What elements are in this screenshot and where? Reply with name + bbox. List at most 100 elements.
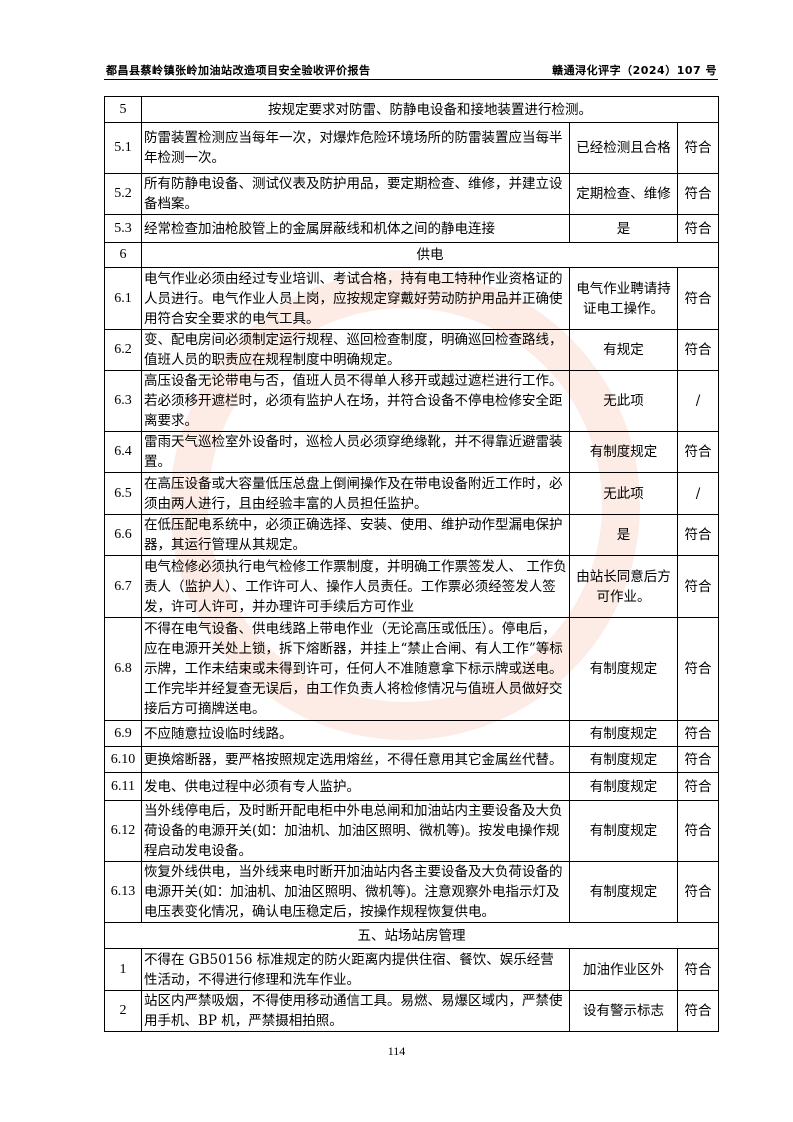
conclusion: 符合 bbox=[676, 555, 720, 618]
check-result: 是 bbox=[569, 514, 678, 556]
check-result: 有制度规定 bbox=[569, 720, 678, 747]
table-row: 6.13 恢复外线供电，当外线来电时断开加油站内各主要设备及大负荷设备的电源开关(… bbox=[104, 861, 720, 923]
requirement-text: 在低压配电系统中，必须正确选择、安装、使用、维护动作型漏电保护器，其运行管理从其… bbox=[141, 514, 570, 556]
check-result: 加油作业区外 bbox=[569, 948, 678, 991]
inspection-table: 5 按规定要求对防雷、防静电设备和接地装置进行检测。 5.1 防雷装置检测应当每年一次… bbox=[103, 96, 720, 1032]
check-result: 由站长同意后方可作业。 bbox=[569, 555, 678, 618]
item-number: 1 bbox=[104, 948, 142, 991]
requirement-text: 所有防静电设备、测试仪表及防护用品，要定期检查、维修，并建立设备档案。 bbox=[141, 173, 570, 215]
check-result: 无此项 bbox=[569, 370, 678, 432]
item-number: 5.1 bbox=[104, 122, 142, 174]
check-result: 无此项 bbox=[569, 472, 678, 515]
conclusion: 符合 bbox=[676, 514, 720, 556]
conclusion: 符合 bbox=[676, 861, 720, 923]
requirement-text: 恢复外线供电，当外线来电时断开加油站内各主要设备及大负荷设备的电源开关(如：加油… bbox=[141, 861, 570, 923]
check-result: 有制度规定 bbox=[569, 800, 678, 862]
table-row: 1 不得在 GB50156 标准规定的防火距离内提供住宿、餐饮、娱乐经营性活动，不… bbox=[104, 948, 720, 991]
item-number: 6.9 bbox=[104, 720, 142, 747]
table-row: 6.5 在高压设备或大容量低压总盘上倒闸操作及在带电设备附近工作时，必须由两人进行… bbox=[104, 472, 720, 515]
check-result: 有制度规定 bbox=[569, 772, 678, 801]
check-result: 有制度规定 bbox=[569, 861, 678, 923]
table-row: 6.9 不应随意拉设临时线路。 有制度规定 符合 bbox=[104, 720, 720, 747]
conclusion: 符合 bbox=[676, 431, 720, 473]
table-row: 6.1 电气作业必须由经过专业培训、考试合格，持有电工特种作业资格证的人员进行。电… bbox=[104, 267, 720, 330]
table-row: 6.10 更换熔断器，要严格按照规定选用熔丝，不得任意用其它金属丝代替。 有制度规定… bbox=[104, 746, 720, 773]
table-row: 6.7 电气检修必须执行电气检修工作票制度，并明确工作票签发人、 工作负责人（监护… bbox=[104, 555, 720, 618]
table-row: 2 站区内严禁吸烟，不得使用移动通信工具。易燃、易爆区域内，严禁使用手机、BP 机… bbox=[104, 990, 720, 1032]
conclusion: 符合 bbox=[676, 329, 720, 371]
conclusion: / bbox=[676, 472, 720, 515]
header-report-number: 赣通浔化评字（2024）107 号 bbox=[552, 64, 717, 77]
table-row: 5.1 防雷装置检测应当每年一次，对爆炸危险环境场所的防雷装置应当每半年检测一次。… bbox=[104, 122, 720, 174]
item-number: 6.13 bbox=[104, 861, 142, 923]
chapter-title: 五、站场站房管理 bbox=[103, 922, 720, 949]
item-number: 6.6 bbox=[104, 514, 142, 556]
requirement-text: 不得在 GB50156 标准规定的防火距离内提供住宿、餐饮、娱乐经营性活动，不得… bbox=[141, 948, 570, 991]
table-row: 5.2 所有防静电设备、测试仪表及防护用品，要定期检查、维修，并建立设备档案。 定期… bbox=[104, 173, 720, 215]
table-row: 6.4 雷雨天气巡检室外设备时，巡检人员必须穿绝缘靴，并不得靠近避雷装置。 有制度规… bbox=[104, 431, 720, 473]
header-divider bbox=[104, 79, 718, 80]
conclusion: 符合 bbox=[676, 122, 720, 174]
item-number: 5.2 bbox=[104, 173, 142, 215]
requirement-text: 电气检修必须执行电气检修工作票制度，并明确工作票签发人、 工作负责人（监护人）、… bbox=[141, 555, 570, 618]
item-number: 6.1 bbox=[104, 267, 142, 330]
item-number: 6.11 bbox=[104, 772, 142, 801]
requirement-text: 防雷装置检测应当每年一次，对爆炸危险环境场所的防雷装置应当每半年检测一次。 bbox=[141, 122, 570, 174]
conclusion: 符合 bbox=[676, 617, 720, 721]
check-result: 已经检测且合格 bbox=[569, 122, 678, 174]
conclusion: 符合 bbox=[676, 746, 720, 773]
table-row: 6.6 在低压配电系统中，必须正确选择、安装、使用、维护动作型漏电保护器，其运行管… bbox=[104, 514, 720, 556]
requirement-text: 不得在电气设备、供电线路上带电作业（无论高压或低压）。停电后，应在电源开关处上锁… bbox=[141, 617, 570, 721]
check-result: 有规定 bbox=[569, 329, 678, 371]
table-row: 5.3 经常检查加油枪胶管上的金属屏蔽线和机体之间的静电连接是符合 bbox=[104, 214, 720, 243]
table-row: 6.8 不得在电气设备、供电线路上带电作业（无论高压或低压）。停电后，应在电源开关… bbox=[104, 617, 720, 721]
item-number: 6.8 bbox=[104, 617, 142, 721]
item-number: 6.10 bbox=[104, 746, 142, 773]
requirement-text: 更换熔断器，要严格按照规定选用熔丝，不得任意用其它金属丝代替。 bbox=[141, 746, 570, 773]
table-row: 6.3 高压设备无论带电与否，值班人员不得单人移开或越过遮栏进行工作。若必须移开遮… bbox=[104, 370, 720, 432]
item-number: 6 bbox=[104, 242, 142, 268]
section-row: 6 供电 bbox=[104, 242, 720, 268]
conclusion: 符合 bbox=[676, 173, 720, 215]
requirement-text: 站区内严禁吸烟，不得使用移动通信工具。易燃、易爆区域内，严禁使用手机、BP 机，… bbox=[141, 990, 570, 1032]
item-number: 5 bbox=[104, 96, 142, 123]
header-title: 都昌县蔡岭镇张岭加油站改造项目安全验收评价报告 bbox=[106, 64, 371, 77]
section-row: 5 按规定要求对防雷、防静电设备和接地装置进行检测。 bbox=[104, 96, 720, 123]
requirement-text: 当外线停电后，及时断开配电柜中外电总闸和加油站内主要设备及大负荷设备的电源开关(… bbox=[141, 800, 570, 862]
table-row: 6.11 发电、供电过程中必须有专人监护。 有制度规定 符合 bbox=[104, 772, 720, 801]
conclusion: 符合 bbox=[676, 948, 720, 991]
section-row: 五、站场站房管理 bbox=[103, 922, 720, 949]
item-number: 5.3 bbox=[104, 214, 142, 243]
conclusion: 符合 bbox=[676, 800, 720, 862]
conclusion: 符合 bbox=[676, 720, 720, 747]
item-number: 6.3 bbox=[104, 370, 142, 432]
check-result: 设有警示标志 bbox=[569, 990, 678, 1032]
section-title: 按规定要求对防雷、防静电设备和接地装置进行检测。 bbox=[140, 96, 720, 123]
check-result: 电气作业聘请持证电工操作。 bbox=[569, 267, 678, 330]
requirement-text: 发电、供电过程中必须有专人监护。 bbox=[141, 772, 570, 801]
conclusion: 符合 bbox=[676, 772, 720, 801]
check-result: 定期检查、维修 bbox=[569, 173, 678, 215]
conclusion: 符合 bbox=[676, 214, 720, 243]
item-number: 6.12 bbox=[104, 800, 142, 862]
check-result: 是 bbox=[569, 214, 678, 243]
item-number: 2 bbox=[104, 990, 142, 1032]
item-number: 6.5 bbox=[104, 472, 142, 515]
item-number: 6.7 bbox=[104, 555, 142, 618]
requirement-text: 电气作业必须由经过专业培训、考试合格，持有电工特种作业资格证的人员进行。电气作业… bbox=[141, 267, 570, 330]
requirement-text: 在高压设备或大容量低压总盘上倒闸操作及在带电设备附近工作时，必须由两人进行，且由… bbox=[141, 472, 570, 515]
requirement-text: 变、配电房间必须制定运行规程、巡回检查制度，明确巡回检查路线，值班人员的职责应在… bbox=[141, 329, 570, 371]
item-number: 6.2 bbox=[104, 329, 142, 371]
item-number: 6.4 bbox=[104, 431, 142, 473]
conclusion: / bbox=[676, 370, 720, 432]
section-title: 供电 bbox=[140, 242, 720, 268]
requirement-text: 不应随意拉设临时线路。 bbox=[141, 720, 570, 747]
check-result: 有制度规定 bbox=[569, 746, 678, 773]
requirement-text: 雷雨天气巡检室外设备时，巡检人员必须穿绝缘靴，并不得靠近避雷装置。 bbox=[141, 431, 570, 473]
conclusion: 符合 bbox=[676, 990, 720, 1032]
check-result: 有制度规定 bbox=[569, 617, 678, 721]
requirement-text: 高压设备无论带电与否，值班人员不得单人移开或越过遮栏进行工作。若必须移开遮栏时，… bbox=[141, 370, 570, 432]
conclusion: 符合 bbox=[676, 267, 720, 330]
requirement-text: 经常检查加油枪胶管上的金属屏蔽线和机体之间的静电连接 bbox=[141, 214, 570, 243]
